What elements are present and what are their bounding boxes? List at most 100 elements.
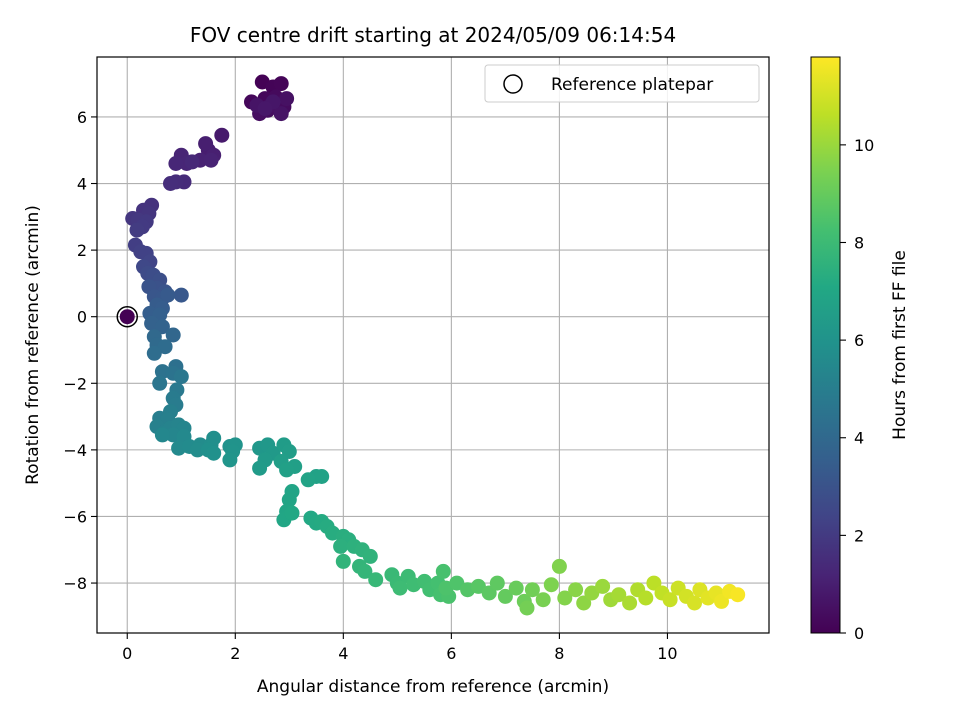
- y-tick-label: 2: [77, 241, 87, 260]
- data-point: [646, 575, 662, 591]
- data-point: [584, 585, 600, 601]
- colorbar-ticks: 0 2 4 6 8 10: [840, 136, 874, 643]
- colorbar-tick-label: 2: [854, 526, 864, 545]
- colorbar-label: Hours from first FF file: [890, 250, 910, 440]
- plot-frame: [96, 56, 770, 634]
- y-tick-label: −2: [63, 374, 87, 393]
- colorbar-tick-label: 0: [854, 624, 864, 643]
- x-tick-label: 2: [230, 644, 240, 663]
- data-point: [595, 578, 611, 594]
- data-point: [173, 369, 189, 385]
- data-point: [168, 156, 184, 171]
- y-tick-label: −6: [63, 507, 87, 526]
- data-point: [576, 595, 592, 611]
- data-point: [524, 582, 540, 598]
- data-point: [557, 590, 573, 606]
- data-point: [300, 472, 316, 488]
- data-point: [662, 592, 678, 608]
- data-point: [687, 595, 702, 611]
- grid-lines: [97, 57, 769, 633]
- data-point: [163, 176, 178, 191]
- data-point: [273, 106, 289, 122]
- data-point: [222, 452, 238, 468]
- x-tick-label: 6: [446, 644, 456, 663]
- data-point: [357, 563, 373, 579]
- colorbar-tick-label: 6: [854, 331, 864, 350]
- data-point: [497, 588, 513, 604]
- data-point: [730, 587, 746, 603]
- data-point: [611, 587, 627, 603]
- data-point: [214, 127, 230, 143]
- data-point: [146, 345, 162, 361]
- data-point: [335, 553, 351, 569]
- data-point: [392, 580, 408, 596]
- x-axis-ticks: 0 2 4 6 8 10: [122, 633, 678, 663]
- x-tick-label: 4: [338, 644, 348, 663]
- data-point: [622, 595, 638, 611]
- data-point: [279, 462, 295, 478]
- data-point: [190, 442, 205, 458]
- y-tick-label: 0: [77, 308, 87, 327]
- y-axis-ticks: −8 −6 −4 −2 0 2 4 6: [63, 108, 97, 593]
- data-point: [257, 101, 273, 117]
- reference-ring: [116, 305, 139, 328]
- y-tick-label: 6: [77, 108, 87, 127]
- data-point: [435, 563, 451, 579]
- colorbar-tick-label: 8: [854, 233, 864, 252]
- x-tick-label: 0: [122, 644, 132, 663]
- data-point: [568, 582, 584, 598]
- data-point: [160, 287, 176, 303]
- chart-title: FOV centre drift starting at 2024/05/09 …: [190, 23, 676, 47]
- legend-entry-reference: Reference platepar: [551, 75, 713, 95]
- x-axis-label: Angular distance from reference (arcmin): [257, 677, 609, 697]
- data-point: [154, 427, 170, 443]
- y-tick-label: −8: [63, 574, 87, 593]
- data-point: [281, 492, 297, 508]
- data-point: [470, 578, 486, 594]
- data-point: [279, 91, 295, 107]
- data-point: [368, 572, 384, 588]
- data-point: [165, 327, 181, 343]
- data-point: [481, 585, 497, 601]
- colorbar-tick-label: 10: [854, 136, 874, 155]
- data-point: [314, 469, 330, 484]
- data-point: [206, 445, 222, 461]
- data-point: [184, 154, 200, 170]
- data-point: [206, 430, 222, 446]
- y-axis-label: Rotation from reference (arcmin): [23, 205, 43, 485]
- data-point: [551, 558, 567, 574]
- data-point: [129, 222, 145, 238]
- data-point: [638, 590, 654, 606]
- data-point: [157, 339, 173, 355]
- data-point: [203, 152, 219, 168]
- colorbar-gradient: [810, 56, 841, 634]
- data-point: [281, 444, 297, 459]
- reference-fill-point: [119, 309, 135, 325]
- data-point: [333, 538, 349, 554]
- colorbar: 0 2 4 6 8 10 Hours from first FF file: [810, 56, 910, 643]
- data-point: [714, 593, 729, 609]
- legend-box: [484, 64, 760, 103]
- data-point: [173, 287, 189, 303]
- y-tick-label: −4: [63, 441, 87, 460]
- reference-marker: [116, 305, 139, 328]
- data-point: [273, 76, 289, 92]
- data-point: [489, 575, 505, 591]
- data-point: [252, 460, 268, 476]
- y-tick-label: 4: [77, 175, 87, 194]
- data-point: [519, 600, 535, 616]
- data-point: [508, 580, 524, 596]
- data-point: [284, 505, 300, 521]
- legend: Reference platepar: [484, 64, 760, 103]
- x-tick-label: 8: [554, 644, 564, 663]
- colorbar-tick-label: 4: [854, 429, 864, 448]
- x-tick-label: 10: [657, 644, 677, 663]
- scatter-points: [125, 74, 746, 616]
- data-point: [449, 575, 465, 591]
- data-point: [198, 136, 214, 152]
- data-point: [362, 548, 378, 564]
- data-point: [543, 577, 559, 593]
- legend-marker-icon: [503, 74, 523, 94]
- data-point: [152, 375, 168, 391]
